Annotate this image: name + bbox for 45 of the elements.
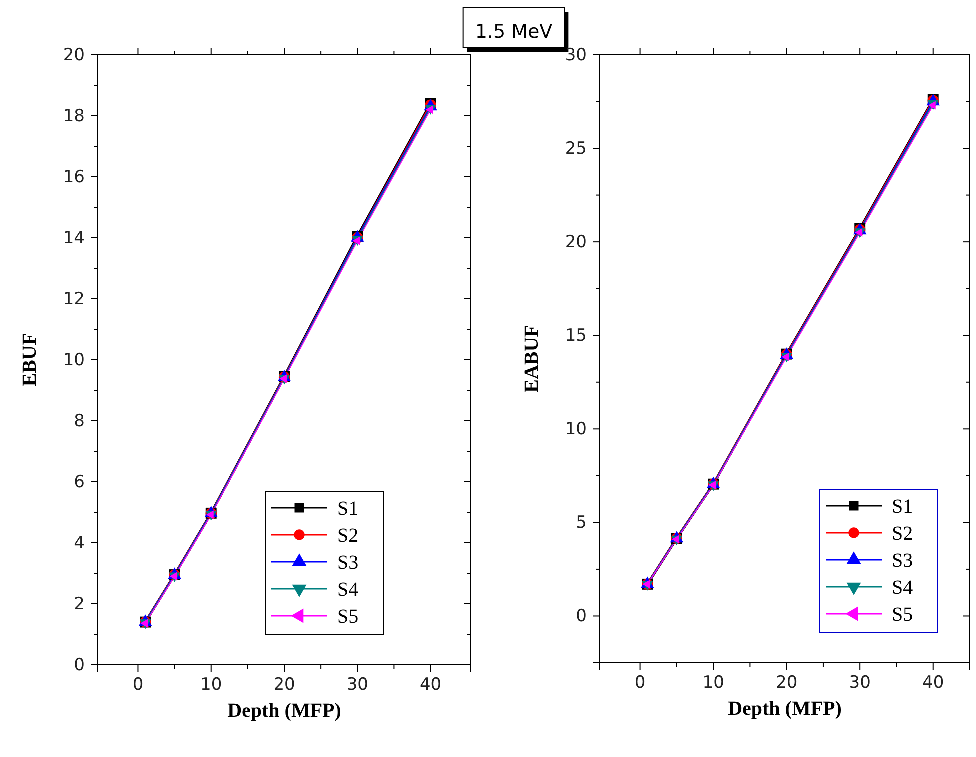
y-tick-label: 14 [63,228,85,248]
x-tick-label: 30 [346,675,368,696]
legend-label: S4 [892,577,914,599]
x-axis-title: Depth (MFP) [228,700,342,722]
y-tick-label: 5 [576,513,587,534]
x-tick-label: 10 [702,673,724,694]
y-tick-label: 15 [565,326,587,346]
y-tick-label: 10 [63,350,85,370]
y-tick-label: 12 [63,289,85,310]
legend-label: S1 [338,498,359,520]
y-axis-title: EABUF [521,325,543,393]
legend-label: S2 [338,525,359,547]
y-tick-label: 0 [576,606,587,627]
y-tick-label: 6 [74,472,85,492]
point [352,236,360,246]
legend-label: S1 [892,496,914,518]
point [426,106,434,114]
y-tick-label: 25 [565,138,587,159]
x-tick-label: 20 [776,673,798,694]
legend-label: S5 [892,604,914,626]
x-axis-title: Depth (MFP) [728,698,842,720]
x-tick-label: 30 [849,673,871,694]
y-axis-title: EBUF [19,333,41,387]
x-tick-label: 0 [634,673,646,694]
legend-label: S3 [892,550,914,572]
x-tick-label: 20 [274,675,296,696]
y-tick-label: 10 [565,420,587,440]
x-tick-label: 10 [200,675,222,696]
y-tick-label: 16 [63,167,85,188]
legend-label: S5 [338,606,359,628]
legend-label: S3 [338,552,359,574]
y-tick-label: 20 [63,45,85,66]
y-tick-label: 20 [565,232,587,253]
y-tick-label: 8 [74,411,85,432]
y-tick-label: 18 [63,106,85,126]
y-tick-label: 0 [74,655,85,676]
x-tick-label: 40 [922,673,944,694]
x-tick-label: 40 [420,675,442,696]
legend-label: S2 [892,523,914,545]
legend-label: S4 [338,579,359,601]
y-tick-label: 2 [74,594,85,614]
y-tick-label: 30 [565,45,587,66]
text: 1.5 MeV [475,21,553,43]
x-tick-label: 0 [132,675,144,696]
y-tick-label: 4 [74,533,85,554]
